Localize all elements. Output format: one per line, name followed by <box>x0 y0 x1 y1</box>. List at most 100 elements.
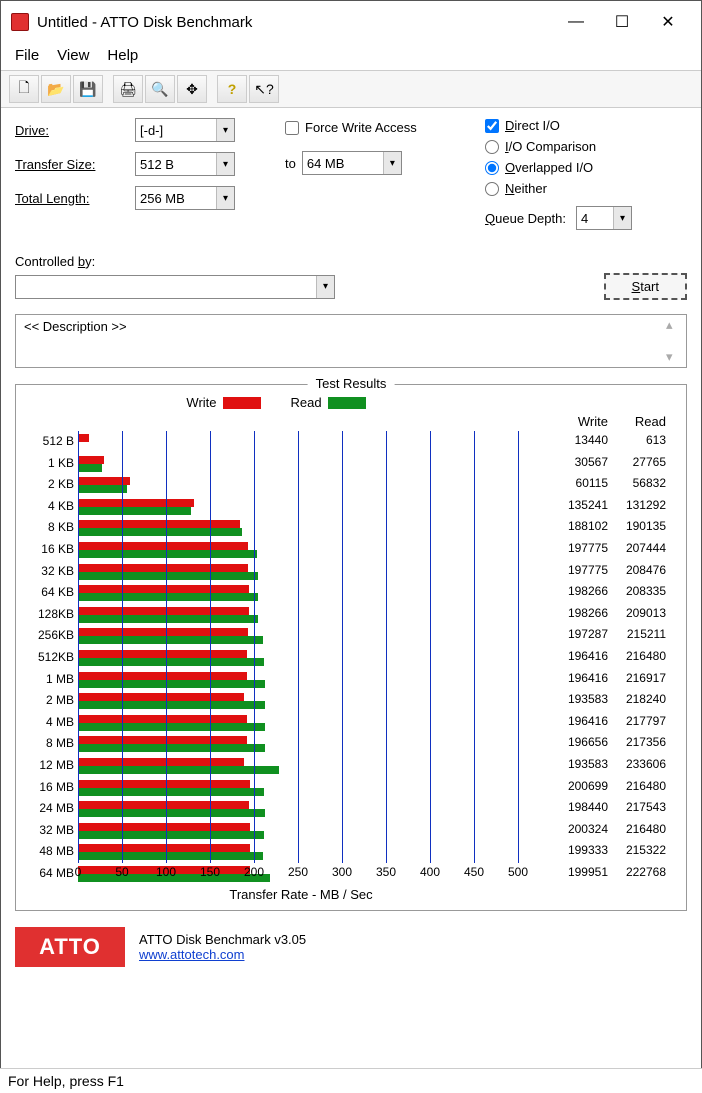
new-button[interactable]: 🗋 <box>9 75 39 103</box>
row-label: 512 B <box>24 434 74 448</box>
write-value: 198440 <box>546 800 608 814</box>
titlebar: Untitled - ATTO Disk Benchmark — ☐ ✕ <box>1 1 701 43</box>
write-value: 198266 <box>546 606 608 620</box>
website-link[interactable]: www.attotech.com <box>139 947 306 962</box>
transfer-from-value: 512 B <box>140 157 174 172</box>
read-value: 218240 <box>608 692 666 706</box>
footer: ATTO ATTO Disk Benchmark v3.05 www.attot… <box>15 923 687 971</box>
close-button[interactable]: ✕ <box>645 7 691 37</box>
whatsthis-button[interactable]: ↖? <box>249 75 279 103</box>
write-value: 193583 <box>546 757 608 771</box>
read-bar <box>78 528 242 536</box>
write-bar <box>78 650 247 658</box>
chart-row: 4 KB135241131292 <box>78 496 678 518</box>
write-bar <box>78 758 244 766</box>
neither-radio[interactable]: Neither <box>485 181 687 196</box>
write-bar <box>78 736 247 744</box>
open-button[interactable]: 📂 <box>41 75 71 103</box>
maximize-button[interactable]: ☐ <box>599 7 645 37</box>
menu-help[interactable]: Help <box>107 47 138 64</box>
write-bar <box>78 607 249 615</box>
length-value: 256 MB <box>140 191 185 206</box>
read-bar <box>78 593 258 601</box>
transfer-to-select[interactable]: 64 MB ▾ <box>302 151 402 175</box>
write-bar <box>78 434 89 442</box>
write-value: 197287 <box>546 627 608 641</box>
write-value: 198266 <box>546 584 608 598</box>
controlled-by-select[interactable]: ▾ <box>15 275 335 299</box>
to-label: to <box>285 156 296 171</box>
read-bar <box>78 766 279 774</box>
force-write-label: Force Write Access <box>305 120 417 135</box>
write-bar <box>78 499 194 507</box>
queue-depth-select[interactable]: 4 ▾ <box>576 206 632 230</box>
write-value: 196656 <box>546 735 608 749</box>
toolbar: 🗋 📂 💾 🖨 🔍 ✥ ? ↖? <box>1 70 701 108</box>
start-button[interactable]: Start <box>604 273 687 300</box>
menu-view[interactable]: View <box>57 47 89 64</box>
transfer-from-select[interactable]: 512 B ▾ <box>135 152 235 176</box>
length-select[interactable]: 256 MB ▾ <box>135 186 235 210</box>
chart-row: 16 MB200699216480 <box>78 777 678 799</box>
read-swatch <box>328 397 366 409</box>
row-label: 8 KB <box>24 520 74 534</box>
chart-row: 16 KB197775207444 <box>78 539 678 561</box>
window-title: Untitled - ATTO Disk Benchmark <box>37 14 553 31</box>
read-value: 190135 <box>608 519 666 533</box>
write-bar <box>78 456 104 464</box>
write-bar <box>78 780 250 788</box>
row-label: 1 KB <box>24 456 74 470</box>
header-read: Read <box>608 414 666 429</box>
chevron-down-icon: ▾ <box>216 153 234 175</box>
direct-io-input[interactable] <box>485 119 499 133</box>
row-label: 12 MB <box>24 758 74 772</box>
menu-file[interactable]: File <box>15 47 39 64</box>
read-value: 131292 <box>608 498 666 512</box>
save-button[interactable]: 💾 <box>73 75 103 103</box>
write-value: 199333 <box>546 843 608 857</box>
print-button[interactable]: 🖨 <box>113 75 143 103</box>
chevron-down-icon: ▾ <box>316 276 334 298</box>
drive-select[interactable]: [-d-] ▾ <box>135 118 235 142</box>
read-bar <box>78 485 127 493</box>
read-value: 215322 <box>608 843 666 857</box>
direct-io-checkbox[interactable]: Direct I/O <box>485 118 687 133</box>
help-button[interactable]: ? <box>217 75 247 103</box>
read-value: 216917 <box>608 671 666 685</box>
force-write-input[interactable] <box>285 121 299 135</box>
row-label: 128KB <box>24 607 74 621</box>
chart-row: 512KB196416216480 <box>78 647 678 669</box>
chart-row: 1 MB196416216917 <box>78 669 678 691</box>
row-label: 16 KB <box>24 542 74 556</box>
move-button[interactable]: ✥ <box>177 75 207 103</box>
overlapped-io-radio[interactable]: Overlapped I/O <box>485 160 687 175</box>
chart-row: 8 KB188102190135 <box>78 517 678 539</box>
row-label: 256KB <box>24 628 74 642</box>
chart-row: 32 MB200324216480 <box>78 820 678 842</box>
write-bar <box>78 801 249 809</box>
chevron-down-icon: ▾ <box>383 152 401 174</box>
chart-row: 64 KB198266208335 <box>78 582 678 604</box>
read-bar <box>78 701 265 709</box>
x-axis-label: Transfer Rate - MB / Sec <box>0 887 678 902</box>
io-comparison-radio[interactable]: I/O Comparison <box>485 139 687 154</box>
preview-button[interactable]: 🔍 <box>145 75 175 103</box>
row-label: 32 MB <box>24 823 74 837</box>
legend-write-label: Write <box>186 395 216 410</box>
chart-row: 12 MB193583233606 <box>78 755 678 777</box>
force-write-checkbox[interactable]: Force Write Access <box>285 120 485 135</box>
queue-depth-label: Queue Depth: <box>485 211 566 226</box>
menubar: File View Help <box>1 43 701 70</box>
minimize-button[interactable]: — <box>553 7 599 37</box>
read-value: 216480 <box>608 822 666 836</box>
description-box[interactable]: << Description >> ▴▾ <box>15 314 687 368</box>
row-label: 64 KB <box>24 585 74 599</box>
chart-row: 2 MB193583218240 <box>78 690 678 712</box>
read-value: 216480 <box>608 649 666 663</box>
write-bar <box>78 844 250 852</box>
scrollbar[interactable]: ▴▾ <box>666 317 684 365</box>
write-value: 200699 <box>546 779 608 793</box>
read-value: 217797 <box>608 714 666 728</box>
write-value: 135241 <box>546 498 608 512</box>
chart-row: 512 B13440613 <box>78 431 678 453</box>
